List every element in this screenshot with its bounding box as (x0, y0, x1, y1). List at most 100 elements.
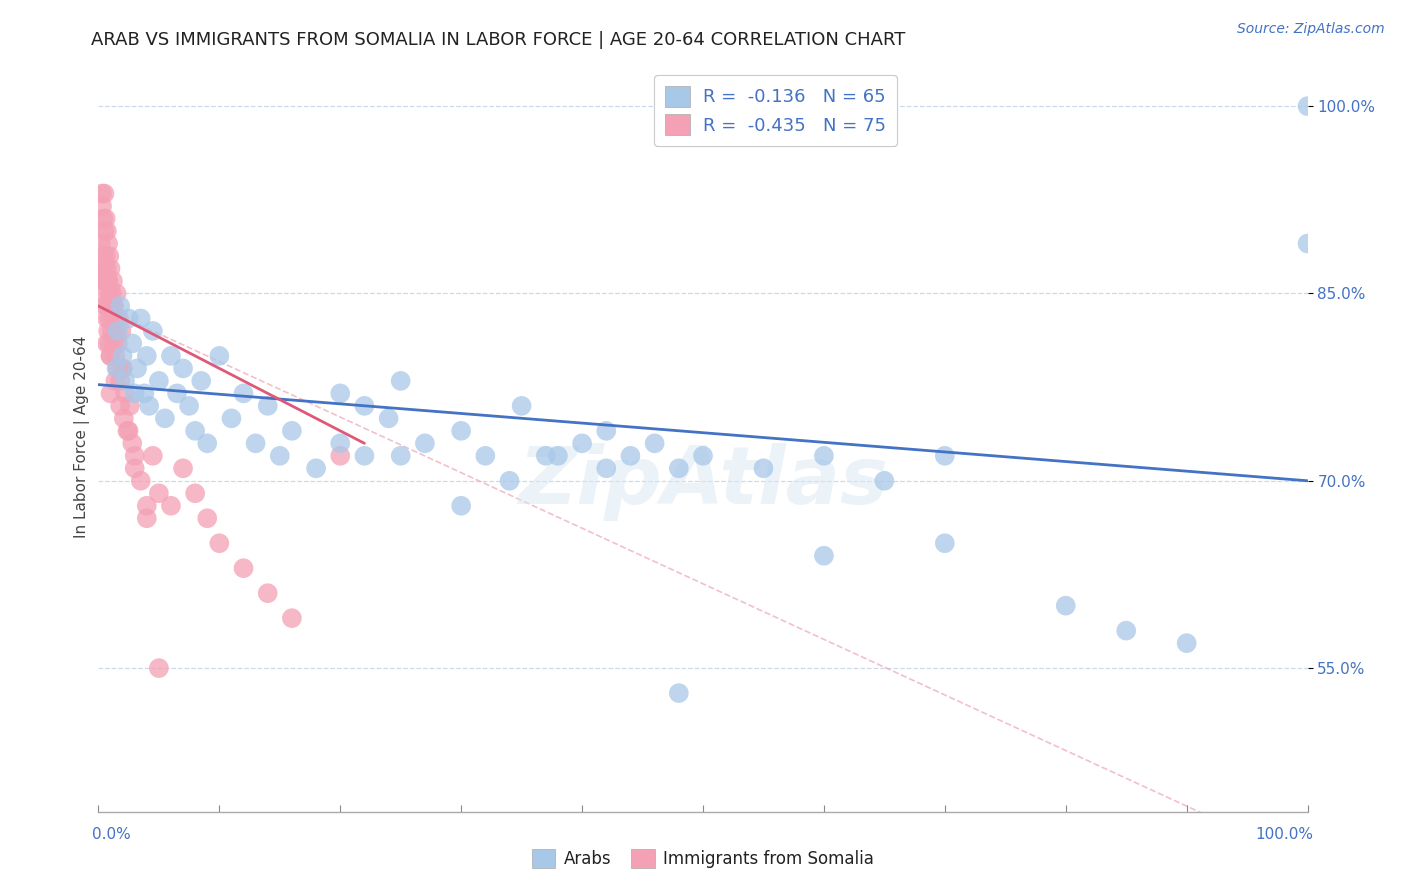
Point (135, 349, 157, 363)
Point (329, 449, 352, 463)
Point (160, 499, 183, 513)
Point (389, 449, 412, 463)
Point (148, 374, 170, 388)
Legend: Arabs, Immigrants from Somalia: Arabs, Immigrants from Somalia (526, 842, 880, 875)
Point (692, 449, 714, 463)
Point (184, 424, 207, 438)
Legend: R =  -0.136   N = 65, R =  -0.435   N = 75: R = -0.136 N = 65, R = -0.435 N = 75 (654, 75, 897, 145)
Point (127, 361, 149, 376)
Point (172, 361, 194, 376)
Point (104, 374, 127, 388)
Point (153, 411, 176, 425)
Point (1115, 624, 1137, 638)
Point (107, 324, 129, 338)
Point (135, 511, 157, 525)
Point (134, 386, 156, 401)
Point (96, 311, 118, 326)
Point (256, 586, 278, 600)
Point (179, 399, 201, 413)
Point (377, 411, 399, 425)
Point (934, 449, 956, 463)
Point (184, 486, 207, 500)
Point (105, 361, 128, 376)
Point (813, 549, 835, 563)
Point (534, 449, 557, 463)
Point (595, 461, 617, 475)
Point (100, 386, 122, 401)
Point (124, 386, 146, 401)
Point (221, 411, 243, 425)
Point (353, 399, 375, 413)
Point (90, 236, 112, 251)
Point (97, 274, 120, 288)
Point (281, 424, 304, 438)
Point (93, 261, 115, 276)
Point (114, 374, 136, 388)
Point (98, 286, 121, 301)
Point (129, 474, 152, 488)
Point (118, 424, 141, 438)
Point (142, 449, 165, 463)
Point (934, 536, 956, 550)
Point (142, 324, 165, 338)
Point (129, 311, 152, 326)
Point (101, 274, 124, 288)
Point (190, 374, 212, 388)
Point (195, 511, 218, 525)
Point (813, 449, 835, 463)
Point (873, 474, 896, 488)
Point (111, 361, 134, 376)
Point (94, 249, 117, 263)
Point (100, 349, 122, 363)
Point (668, 461, 690, 475)
Point (256, 399, 278, 413)
Point (121, 336, 143, 351)
Point (619, 449, 641, 463)
Point (269, 449, 291, 463)
Point (91, 274, 114, 288)
Point (117, 424, 139, 438)
Text: ZipAtlas: ZipAtlas (517, 443, 889, 521)
Point (93, 274, 115, 288)
Point (138, 399, 160, 413)
Point (118, 399, 141, 413)
Point (160, 349, 183, 363)
Point (100, 299, 122, 313)
Point (208, 536, 231, 550)
Point (353, 449, 375, 463)
Text: Source: ZipAtlas.com: Source: ZipAtlas.com (1237, 22, 1385, 37)
Y-axis label: In Labor Force | Age 20-64: In Labor Force | Age 20-64 (75, 336, 90, 538)
Point (329, 386, 352, 401)
Point (96, 336, 118, 351)
Point (752, 461, 775, 475)
Point (668, 686, 690, 700)
Point (1054, 599, 1077, 613)
Point (510, 399, 533, 413)
Point (595, 424, 617, 438)
Point (245, 436, 267, 450)
Point (135, 499, 157, 513)
Point (107, 336, 129, 351)
Point (98, 249, 121, 263)
Point (91, 249, 114, 263)
Point (93, 286, 115, 301)
Point (96, 224, 118, 238)
Point (108, 374, 131, 388)
Point (91, 199, 114, 213)
Point (97, 236, 120, 251)
Point (105, 286, 128, 301)
Point (94, 299, 117, 313)
Point (107, 361, 129, 376)
Point (232, 386, 254, 401)
Point (305, 461, 328, 475)
Point (389, 374, 412, 388)
Point (93, 224, 115, 238)
Point (232, 561, 254, 575)
Point (100, 261, 122, 276)
Point (413, 436, 436, 450)
Point (104, 349, 127, 363)
Point (118, 311, 141, 326)
Text: 0.0%: 0.0% (93, 827, 131, 842)
Point (114, 386, 136, 401)
Point (1175, 636, 1198, 650)
